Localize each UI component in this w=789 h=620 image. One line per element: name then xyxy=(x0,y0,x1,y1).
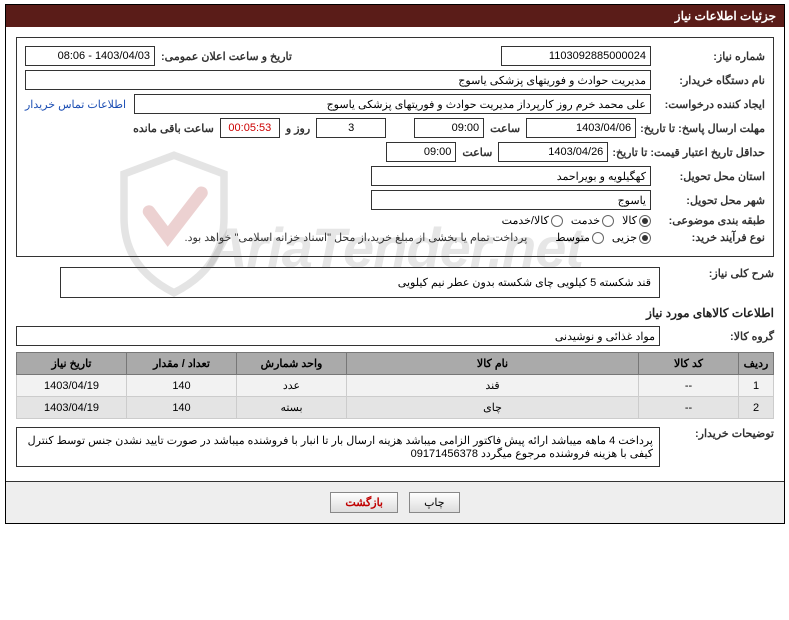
main-info-box: شماره نیاز: 1103092885000024 تاریخ و ساع… xyxy=(16,37,774,257)
radio-partial-circle xyxy=(639,232,651,244)
row-reply-deadline: مهلت ارسال پاسخ: تا تاریخ: 1403/04/06 سا… xyxy=(25,118,765,138)
cell-code: -- xyxy=(639,375,739,397)
radio-goods-circle xyxy=(639,215,651,227)
cell-idx: 2 xyxy=(739,397,774,419)
label-need-number: شماره نیاز: xyxy=(655,50,765,63)
payment-note: پرداخت تمام یا بخشی از مبلغ خرید،از محل … xyxy=(185,231,528,244)
radio-goods-service[interactable]: کالا/خدمت xyxy=(502,214,563,227)
items-table-container: ردیف کد کالا نام کالا واحد شمارش تعداد /… xyxy=(16,352,774,419)
label-requester: ایجاد کننده درخواست: xyxy=(655,98,765,111)
radio-medium-circle xyxy=(592,232,604,244)
radio-service[interactable]: خدمت xyxy=(571,214,614,227)
button-bar: چاپ بازگشت xyxy=(6,481,784,523)
radio-partial[interactable]: جزیی xyxy=(612,231,651,244)
label-hour2: ساعت xyxy=(460,146,494,159)
value-buyer-org: مدیریت حوادث و فوریتهای پزشکی یاسوج xyxy=(25,70,651,90)
cell-name: چای xyxy=(347,397,639,419)
panel-title: جزئیات اطلاعات نیاز xyxy=(675,9,776,23)
cell-date: 1403/04/19 xyxy=(17,397,127,419)
cell-unit: بسته xyxy=(237,397,347,419)
label-province: استان محل تحویل: xyxy=(655,170,765,183)
details-panel: جزئیات اطلاعات نیاز AriaTender.net شماره… xyxy=(5,4,785,524)
radio-goods[interactable]: کالا xyxy=(622,214,651,227)
value-goods-group: مواد غذائی و نوشیدنی xyxy=(16,326,660,346)
row-need-number: شماره نیاز: 1103092885000024 تاریخ و ساع… xyxy=(25,46,765,66)
value-remaining-days: 3 xyxy=(316,118,386,138)
table-row: 1--قندعدد1401403/04/19 xyxy=(17,375,774,397)
label-days-and: روز و xyxy=(284,122,312,135)
th-code: کد کالا xyxy=(639,353,739,375)
label-subject-class: طبقه بندی موضوعی: xyxy=(655,214,765,227)
purchase-type-group: جزیی متوسط xyxy=(555,231,651,244)
row-buyer-org: نام دستگاه خریدار: مدیریت حوادث و فوریته… xyxy=(25,70,765,90)
label-hour1: ساعت xyxy=(488,122,522,135)
value-requester: علی محمد خرم روز کارپرداز مدیریت حوادث و… xyxy=(134,94,651,114)
value-need-number: 1103092885000024 xyxy=(501,46,651,66)
row-province: استان محل تحویل: کهگیلویه و بویراحمد xyxy=(25,166,765,186)
label-announce: تاریخ و ساعت اعلان عمومی: xyxy=(159,50,294,63)
label-reply-deadline: مهلت ارسال پاسخ: تا تاریخ: xyxy=(640,122,765,135)
value-reply-date: 1403/04/06 xyxy=(526,118,636,138)
cell-name: قند xyxy=(347,375,639,397)
value-buyer-notes: پرداخت 4 ماهه میباشد ارائه پیش فاکتور ال… xyxy=(16,427,660,467)
buyer-contact-link[interactable]: اطلاعات تماس خریدار xyxy=(25,98,130,111)
th-name: نام کالا xyxy=(347,353,639,375)
row-subject-class: طبقه بندی موضوعی: کالا خدمت کالا/خدمت xyxy=(25,214,765,227)
value-price-date: 1403/04/26 xyxy=(498,142,608,162)
row-city: شهر محل تحویل: یاسوج xyxy=(25,190,765,210)
label-purchase-type: نوع فرآیند خرید: xyxy=(655,231,765,244)
row-price-validity: حداقل تاریخ اعتبار قیمت: تا تاریخ: 1403/… xyxy=(25,142,765,162)
content-area: AriaTender.net شماره نیاز: 1103092885000… xyxy=(6,27,784,481)
label-city: شهر محل تحویل: xyxy=(655,194,765,207)
cell-unit: عدد xyxy=(237,375,347,397)
value-summary: قند شکسته 5 کیلویی چای شکسته بدون عطر نی… xyxy=(60,267,660,298)
th-qty: تعداد / مقدار xyxy=(127,353,237,375)
radio-medium[interactable]: متوسط xyxy=(555,231,604,244)
cell-qty: 140 xyxy=(127,397,237,419)
cell-qty: 140 xyxy=(127,375,237,397)
items-table: ردیف کد کالا نام کالا واحد شمارش تعداد /… xyxy=(16,352,774,419)
label-buyer-notes: توضیحات خریدار: xyxy=(664,427,774,440)
row-purchase-type: نوع فرآیند خرید: جزیی متوسط پرداخت تمام … xyxy=(25,231,765,244)
label-price-validity: حداقل تاریخ اعتبار قیمت: تا تاریخ: xyxy=(612,146,765,159)
value-announce: 1403/04/03 - 08:06 xyxy=(25,46,155,66)
th-unit: واحد شمارش xyxy=(237,353,347,375)
print-button[interactable]: چاپ xyxy=(409,492,460,513)
items-section-title: اطلاعات کالاهای مورد نیاز xyxy=(16,306,774,320)
value-city: یاسوج xyxy=(371,190,651,210)
th-idx: ردیف xyxy=(739,353,774,375)
cell-idx: 1 xyxy=(739,375,774,397)
value-remaining-time: 00:05:53 xyxy=(220,118,280,138)
radio-service-circle xyxy=(602,215,614,227)
cell-code: -- xyxy=(639,397,739,419)
row-summary: شرح کلی نیاز: قند شکسته 5 کیلویی چای شکس… xyxy=(16,267,774,298)
return-button[interactable]: بازگشت xyxy=(330,492,398,513)
row-requester: ایجاد کننده درخواست: علی محمد خرم روز کا… xyxy=(25,94,765,114)
cell-date: 1403/04/19 xyxy=(17,375,127,397)
label-goods-group: گروه کالا: xyxy=(664,330,774,343)
panel-header: جزئیات اطلاعات نیاز xyxy=(6,5,784,27)
table-header-row: ردیف کد کالا نام کالا واحد شمارش تعداد /… xyxy=(17,353,774,375)
row-goods-group: گروه کالا: مواد غذائی و نوشیدنی xyxy=(16,326,774,346)
subject-class-group: کالا خدمت کالا/خدمت xyxy=(502,214,651,227)
label-remaining: ساعت باقی مانده xyxy=(131,122,216,135)
value-province: کهگیلویه و بویراحمد xyxy=(371,166,651,186)
label-summary: شرح کلی نیاز: xyxy=(664,267,774,280)
table-row: 2--چایبسته1401403/04/19 xyxy=(17,397,774,419)
row-buyer-notes: توضیحات خریدار: پرداخت 4 ماهه میباشد ارا… xyxy=(16,427,774,467)
value-price-time: 09:00 xyxy=(386,142,456,162)
label-buyer-org: نام دستگاه خریدار: xyxy=(655,74,765,87)
radio-gs-circle xyxy=(551,215,563,227)
th-date: تاریخ نیاز xyxy=(17,353,127,375)
value-reply-time: 09:00 xyxy=(414,118,484,138)
